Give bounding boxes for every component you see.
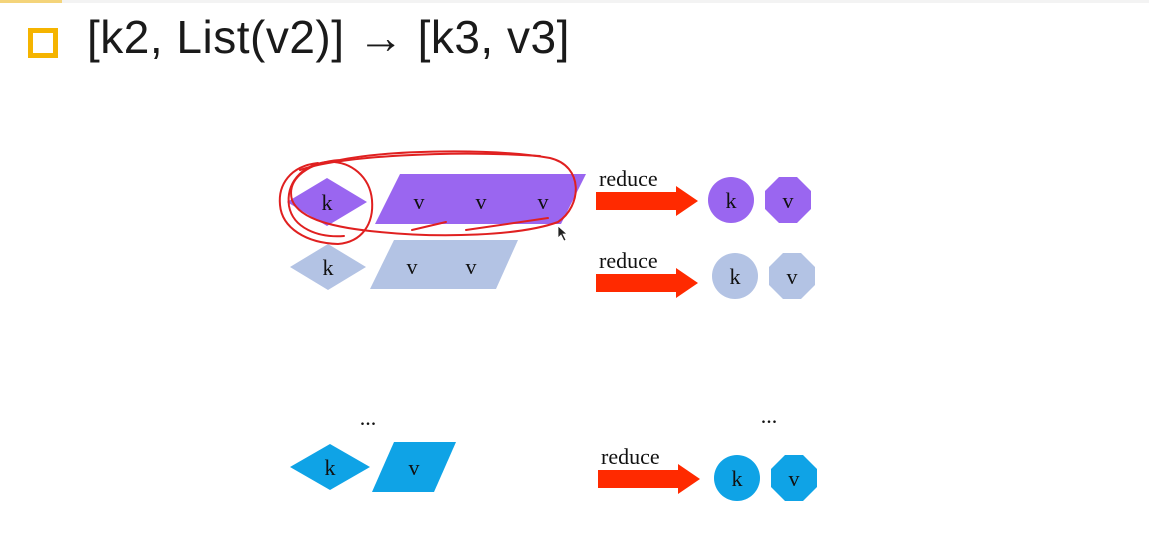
row-2-reduce-label: reduce: [599, 248, 658, 273]
row-2-values-parallelogram: [370, 240, 518, 289]
row-1-value-2: v: [476, 189, 487, 214]
row-2-out-key-label: k: [730, 264, 741, 289]
ellipsis-right: ...: [761, 403, 778, 428]
mouse-cursor-icon: [558, 226, 567, 241]
row-3-value-1: v: [409, 455, 420, 480]
row-1: k v v v reduce k v: [287, 166, 811, 226]
row-1-reduce-label: reduce: [599, 166, 658, 191]
row-3-key-label: k: [325, 455, 336, 480]
annotation-pair-ellipse-2: [300, 154, 540, 170]
row-1-value-3: v: [538, 189, 549, 214]
row-3-out-value-label: v: [789, 466, 800, 491]
row-1-key-label: k: [322, 190, 333, 215]
row-2: k v v reduce k v: [290, 240, 815, 299]
row-1-value-1: v: [414, 189, 425, 214]
row-3-reduce-label: reduce: [601, 444, 660, 469]
row-2-out-value-label: v: [787, 264, 798, 289]
row-3-out-key-label: k: [732, 466, 743, 491]
row-1-out-key-label: k: [726, 188, 737, 213]
row-1-out-value-label: v: [783, 188, 794, 213]
row-3: k v reduce k v: [290, 442, 817, 501]
row-2-value-1: v: [407, 254, 418, 279]
row-2-key-label: k: [323, 255, 334, 280]
ellipsis-left: ...: [360, 405, 377, 430]
row-2-value-2: v: [466, 254, 477, 279]
